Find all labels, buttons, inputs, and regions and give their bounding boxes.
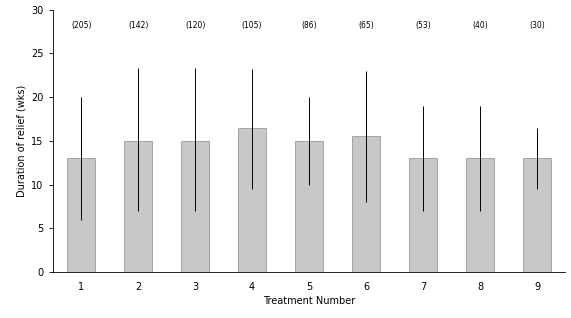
Bar bbox=[522, 158, 551, 272]
Bar bbox=[181, 141, 210, 272]
Text: (205): (205) bbox=[71, 21, 91, 30]
X-axis label: Treatment Number: Treatment Number bbox=[263, 296, 355, 306]
Text: (40): (40) bbox=[472, 21, 488, 30]
Text: (30): (30) bbox=[529, 21, 545, 30]
Bar bbox=[466, 158, 494, 272]
Text: (120): (120) bbox=[185, 21, 206, 30]
Bar bbox=[352, 136, 380, 272]
Bar bbox=[238, 128, 266, 272]
Bar bbox=[124, 141, 152, 272]
Bar bbox=[409, 158, 437, 272]
Text: (53): (53) bbox=[415, 21, 431, 30]
Y-axis label: Duration of relief (wks): Duration of relief (wks) bbox=[17, 85, 27, 197]
Text: (65): (65) bbox=[358, 21, 374, 30]
Text: (142): (142) bbox=[128, 21, 148, 30]
Bar bbox=[295, 141, 323, 272]
Text: (105): (105) bbox=[242, 21, 262, 30]
Text: (86): (86) bbox=[301, 21, 317, 30]
Bar bbox=[67, 158, 95, 272]
